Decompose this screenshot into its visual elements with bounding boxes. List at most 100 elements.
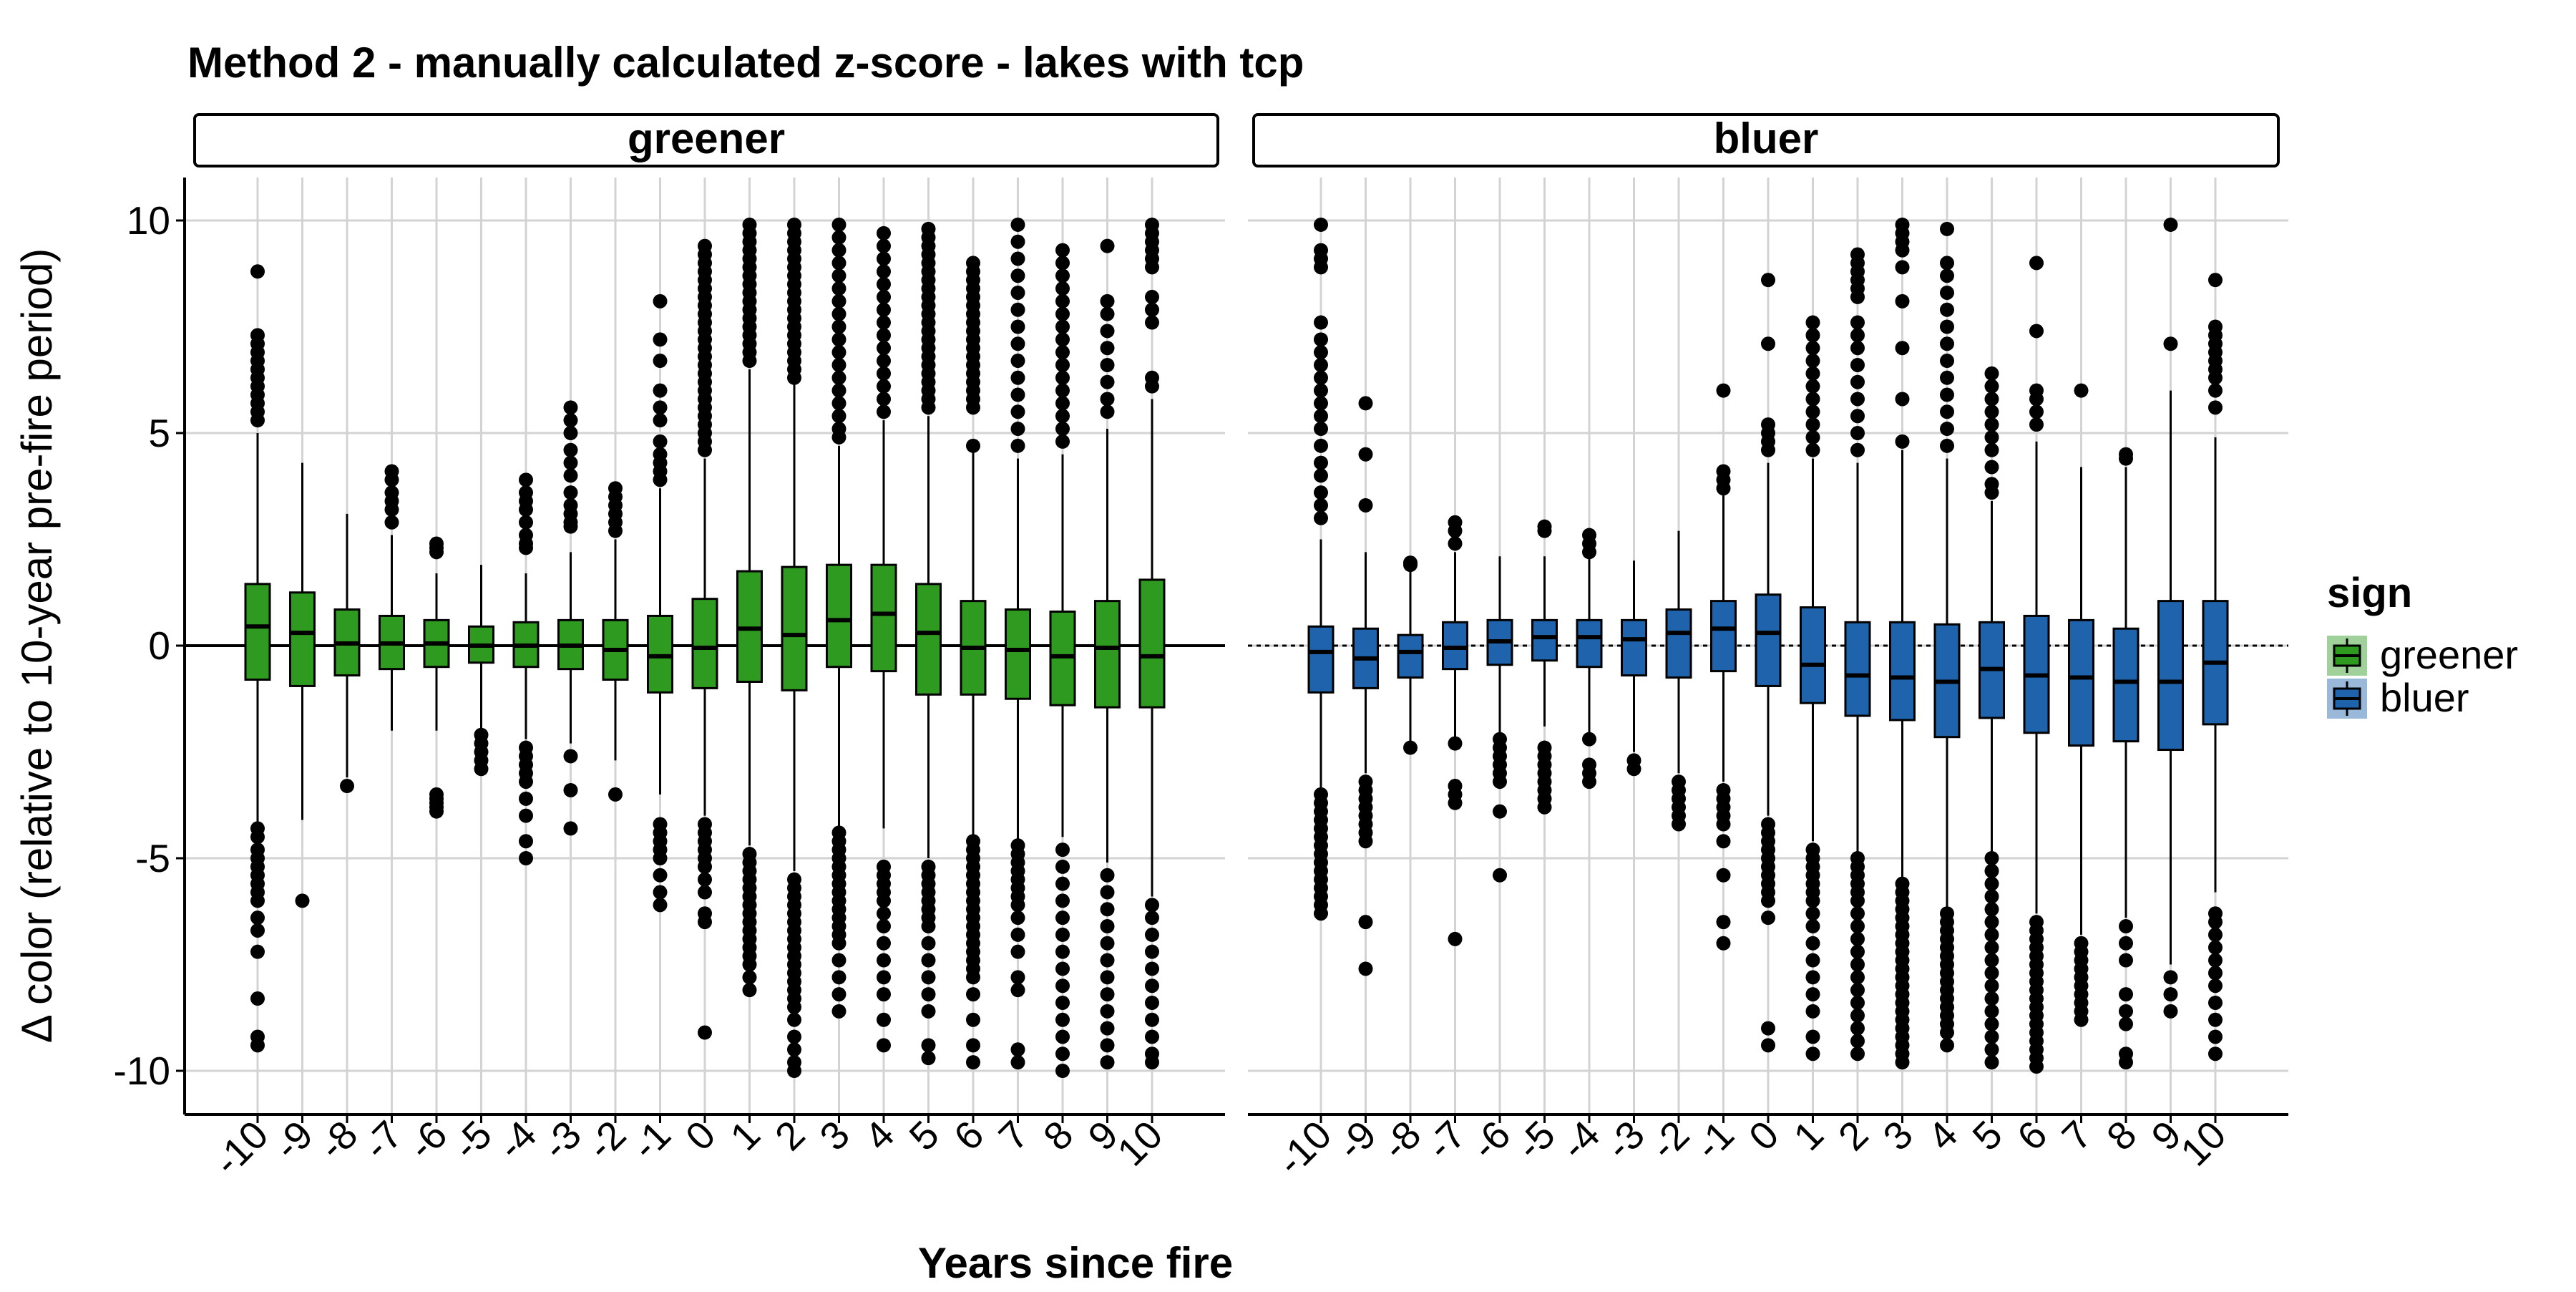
outlier-point xyxy=(1716,868,1731,883)
outlier-point xyxy=(1537,800,1552,815)
strip-box xyxy=(193,113,1219,167)
outlier-point xyxy=(1850,341,1865,356)
outlier-point xyxy=(1100,868,1115,883)
box--10 xyxy=(244,264,271,1053)
outlier-point xyxy=(1716,834,1731,849)
outlier-point xyxy=(877,1012,891,1027)
outlier-point xyxy=(250,991,265,1006)
y-tick-label: 0 xyxy=(148,623,170,668)
outlier-point xyxy=(1582,732,1596,747)
x-tick-label: 0 xyxy=(677,1112,723,1159)
strip-label: greener xyxy=(628,115,785,162)
outlier-point xyxy=(1805,1029,1820,1044)
outlier-point xyxy=(1984,953,1999,968)
outlier-point xyxy=(1100,293,1115,309)
outlier-point xyxy=(877,328,891,343)
outlier-point xyxy=(1055,256,1070,271)
outlier-point xyxy=(1984,366,1999,381)
outlier-point xyxy=(1850,931,1865,946)
outlier-point xyxy=(653,354,668,369)
outlier-point xyxy=(2119,953,2133,968)
outlier-point xyxy=(921,970,936,985)
box-0 xyxy=(1755,273,1782,1053)
outlier-point xyxy=(250,264,265,279)
outlier-point xyxy=(877,392,891,407)
outlier-point xyxy=(1895,293,1910,309)
outlier-point xyxy=(563,782,578,797)
box xyxy=(1621,618,1647,677)
outlier-point xyxy=(1100,324,1115,339)
outlier-point xyxy=(1010,1055,1025,1070)
outlier-point xyxy=(877,970,891,985)
outlier-point xyxy=(295,893,310,908)
outlier-point xyxy=(831,953,847,968)
outlier-point xyxy=(966,438,980,453)
outlier-point xyxy=(2029,417,2044,432)
outlier-point xyxy=(1895,434,1910,449)
outlier-point xyxy=(1805,404,1820,419)
outlier-point xyxy=(519,502,533,517)
box xyxy=(826,563,852,669)
outlier-point xyxy=(2119,936,2133,951)
outlier-point xyxy=(653,293,668,309)
outlier-point xyxy=(1984,927,1999,942)
box xyxy=(1710,600,1737,673)
box xyxy=(1755,593,1782,687)
outlier-point xyxy=(877,315,891,330)
outlier-point xyxy=(698,885,712,900)
outlier-point xyxy=(1055,893,1070,908)
legend-label: greener xyxy=(2380,632,2518,677)
outlier-point xyxy=(1805,919,1820,934)
outlier-point xyxy=(1805,442,1820,457)
box--4 xyxy=(512,472,540,865)
outlier-point xyxy=(1850,442,1865,457)
outlier-point xyxy=(653,332,668,347)
outlier-point xyxy=(1626,762,1641,777)
outlier-point xyxy=(1850,328,1865,343)
outlier-point xyxy=(519,851,533,865)
outlier-point xyxy=(340,779,354,794)
outlier-point xyxy=(877,366,891,381)
outlier-point xyxy=(384,515,399,530)
outlier-point xyxy=(1100,306,1115,321)
outlier-point xyxy=(1145,1012,1159,1027)
outlier-point xyxy=(1055,370,1070,385)
outlier-point xyxy=(1850,1008,1865,1023)
outlier-point xyxy=(1010,319,1025,334)
box xyxy=(1397,633,1424,679)
outlier-point xyxy=(831,217,847,232)
outlier-point xyxy=(1100,1004,1115,1019)
outlier-point xyxy=(1055,927,1070,942)
outlier-point xyxy=(429,545,444,560)
outlier-point xyxy=(1984,1016,1999,1031)
outlier-point xyxy=(831,230,847,245)
outlier-point xyxy=(1805,341,1820,356)
outlier-point xyxy=(1850,893,1865,908)
outlier-point xyxy=(921,1038,936,1053)
outlier-point xyxy=(1805,379,1820,394)
outlier-point xyxy=(1850,906,1865,921)
outlier-point xyxy=(1100,374,1115,389)
box-10 xyxy=(1138,217,1166,1070)
y-tick-label: -5 xyxy=(135,836,170,880)
outlier-point xyxy=(1984,404,1999,419)
outlier-point xyxy=(1055,910,1070,926)
outlier-point xyxy=(1761,442,1775,457)
x-tick-label: 10 xyxy=(2172,1112,2234,1175)
outlier-point xyxy=(877,238,891,253)
outlier-point xyxy=(698,1025,712,1040)
outlier-point xyxy=(1100,341,1115,356)
box xyxy=(870,563,897,673)
outlier-point xyxy=(831,409,847,424)
outlier-point xyxy=(250,923,265,938)
outlier-point xyxy=(1805,328,1820,343)
outlier-point xyxy=(831,357,847,372)
outlier-point xyxy=(1055,422,1070,437)
outlier-point xyxy=(966,970,980,985)
outlier-point xyxy=(877,379,891,394)
box-5 xyxy=(1979,366,2005,1070)
outlier-point xyxy=(1100,404,1115,419)
outlier-point xyxy=(1145,315,1159,330)
outlier-point xyxy=(877,919,891,934)
